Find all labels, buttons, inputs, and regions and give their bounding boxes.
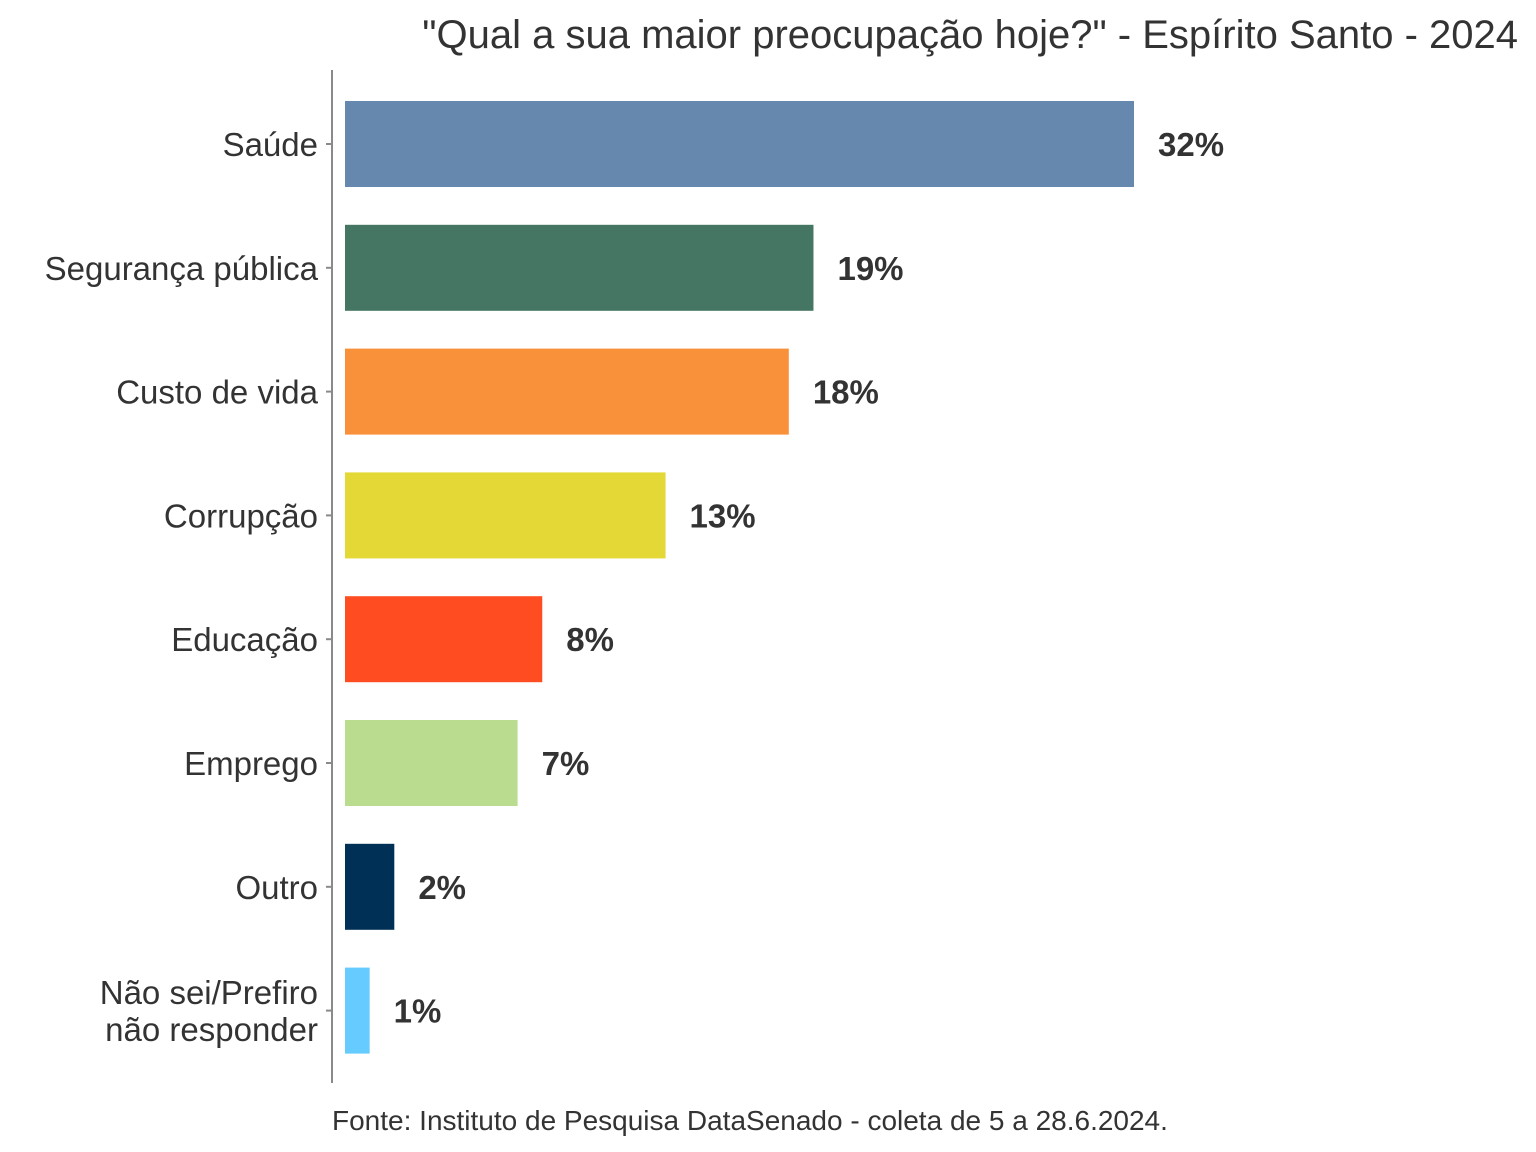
value-label: 7% bbox=[542, 745, 590, 782]
value-label: 13% bbox=[690, 497, 756, 534]
category-label: Educação bbox=[171, 621, 318, 658]
chart-caption: Fonte: Instituto de Pesquisa DataSenado … bbox=[332, 1105, 1168, 1136]
value-label: 18% bbox=[813, 374, 879, 411]
bar bbox=[345, 843, 395, 930]
bar bbox=[345, 101, 1134, 187]
bar bbox=[345, 224, 814, 311]
value-label: 8% bbox=[566, 621, 614, 658]
bar bbox=[345, 720, 518, 806]
category-label: Custo de vida bbox=[116, 374, 318, 411]
bar bbox=[345, 348, 789, 435]
value-label: 19% bbox=[837, 250, 903, 287]
bar bbox=[345, 596, 543, 683]
category-label: Saúde bbox=[223, 126, 318, 163]
value-label: 1% bbox=[394, 993, 442, 1030]
category-label: Emprego bbox=[184, 745, 318, 782]
category-label: Outro bbox=[235, 869, 318, 906]
category-label-line: Emprego bbox=[184, 745, 318, 782]
category-label-line: Não sei/Prefiro bbox=[100, 974, 318, 1011]
category-label: Não sei/Prefiro não responder bbox=[100, 974, 318, 1048]
category-label-line: Custo de vida bbox=[116, 374, 318, 411]
bar bbox=[345, 472, 666, 559]
bar bbox=[345, 967, 370, 1054]
category-label-line: Saúde bbox=[223, 126, 318, 163]
category-label: Segurança pública bbox=[45, 250, 319, 287]
category-label-line: Educação bbox=[171, 621, 318, 658]
category-label-line: Outro bbox=[235, 869, 318, 906]
category-label-line: Corrupção bbox=[164, 497, 318, 534]
bars-layer: Saúde 32% Segurança pública 19% Custo de vid… bbox=[45, 101, 1224, 1054]
value-label: 32% bbox=[1158, 126, 1224, 163]
category-label: Corrupção bbox=[164, 497, 318, 534]
chart-title: "Qual a sua maior preocupação hoje?" - E… bbox=[422, 13, 1518, 57]
category-label-line: Segurança pública bbox=[45, 250, 319, 287]
value-label: 2% bbox=[418, 869, 466, 906]
category-label-line: não responder bbox=[105, 1011, 318, 1048]
